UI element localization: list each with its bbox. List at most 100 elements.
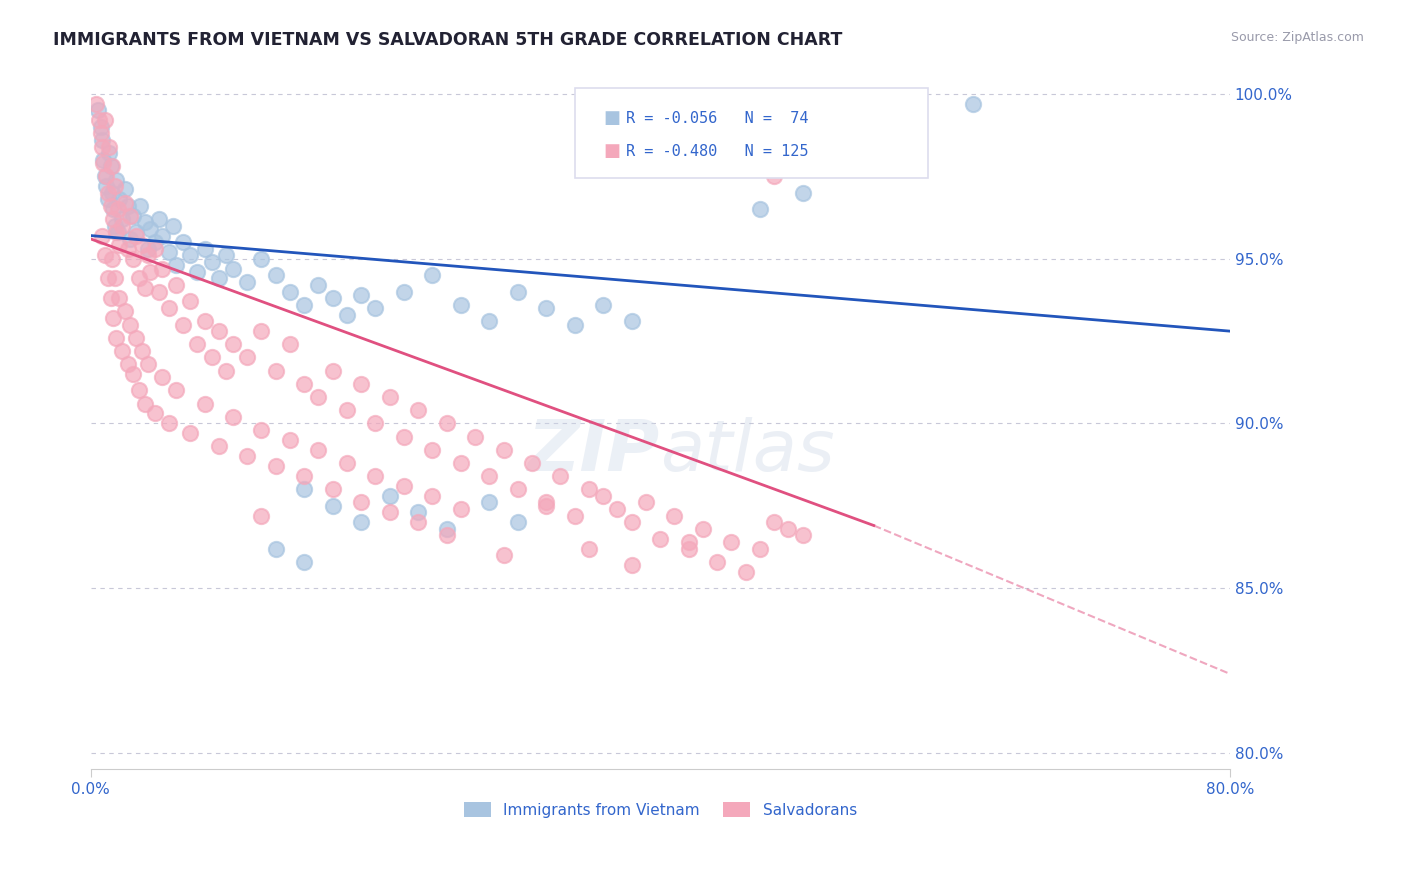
Text: atlas: atlas xyxy=(661,417,835,485)
Point xyxy=(406,505,429,519)
Point xyxy=(506,483,529,497)
Point xyxy=(378,489,401,503)
Point xyxy=(129,199,152,213)
Point xyxy=(100,291,122,305)
Point xyxy=(114,304,136,318)
Point xyxy=(336,456,359,470)
Point xyxy=(506,285,529,299)
Point xyxy=(136,357,159,371)
Point xyxy=(105,331,128,345)
Point xyxy=(208,324,231,338)
Point xyxy=(122,209,145,223)
Point xyxy=(134,215,156,229)
Point xyxy=(236,450,259,464)
Point xyxy=(103,202,125,217)
Point xyxy=(236,351,259,365)
Point xyxy=(763,169,786,184)
Point xyxy=(101,160,124,174)
Point xyxy=(111,343,134,358)
Point xyxy=(120,318,142,332)
Point xyxy=(650,532,672,546)
Point xyxy=(97,271,120,285)
Point xyxy=(108,238,131,252)
Point xyxy=(350,515,373,529)
Point xyxy=(364,417,387,431)
Point xyxy=(250,324,273,338)
Text: Source: ZipAtlas.com: Source: ZipAtlas.com xyxy=(1230,31,1364,45)
Point xyxy=(222,337,245,351)
Point xyxy=(157,417,180,431)
Point xyxy=(322,499,344,513)
Point xyxy=(111,212,134,227)
Point xyxy=(264,541,287,556)
Point xyxy=(186,265,208,279)
Point xyxy=(117,199,139,213)
Point xyxy=(550,469,572,483)
Point xyxy=(134,281,156,295)
Point xyxy=(179,248,201,262)
Point xyxy=(157,301,180,315)
Point xyxy=(150,261,173,276)
Point xyxy=(193,314,215,328)
Point xyxy=(606,502,628,516)
Point xyxy=(208,271,231,285)
Point xyxy=(748,541,770,556)
Point xyxy=(792,528,814,542)
Point xyxy=(578,483,600,497)
Point xyxy=(98,146,121,161)
Point xyxy=(564,508,586,523)
Point xyxy=(406,403,429,417)
Point xyxy=(208,439,231,453)
Point xyxy=(336,403,359,417)
Point xyxy=(536,499,558,513)
Point xyxy=(89,113,111,128)
Point xyxy=(464,429,486,443)
Point xyxy=(578,541,600,556)
Text: ■: ■ xyxy=(603,109,620,128)
Point xyxy=(148,212,170,227)
Point xyxy=(107,225,129,239)
Point xyxy=(143,407,166,421)
Point xyxy=(392,429,415,443)
Point xyxy=(139,265,162,279)
Point xyxy=(264,459,287,474)
Point xyxy=(322,291,344,305)
Point xyxy=(131,238,153,252)
Point xyxy=(592,298,614,312)
Point xyxy=(620,515,643,529)
Point xyxy=(193,396,215,410)
Point xyxy=(120,209,142,223)
Point xyxy=(172,318,194,332)
Point xyxy=(97,186,120,200)
Point xyxy=(678,535,700,549)
Point xyxy=(103,310,125,325)
Point xyxy=(100,199,122,213)
Point xyxy=(620,558,643,572)
Point xyxy=(150,228,173,243)
Point xyxy=(108,192,131,206)
Point xyxy=(436,522,458,536)
Point xyxy=(111,219,134,233)
Point xyxy=(250,423,273,437)
Point xyxy=(94,169,117,184)
Point xyxy=(620,314,643,328)
Point xyxy=(478,469,501,483)
Point xyxy=(165,278,187,293)
Point xyxy=(634,495,657,509)
Point xyxy=(165,384,187,398)
Point xyxy=(734,565,756,579)
Point xyxy=(520,456,543,470)
Point xyxy=(122,252,145,266)
Point xyxy=(378,505,401,519)
Point xyxy=(450,456,472,470)
Point xyxy=(143,235,166,249)
Point xyxy=(292,469,315,483)
Point xyxy=(162,219,184,233)
Point xyxy=(104,179,127,194)
Point xyxy=(450,502,472,516)
Point xyxy=(114,182,136,196)
Point xyxy=(678,541,700,556)
Point xyxy=(536,495,558,509)
Point xyxy=(105,172,128,186)
Point xyxy=(706,555,728,569)
